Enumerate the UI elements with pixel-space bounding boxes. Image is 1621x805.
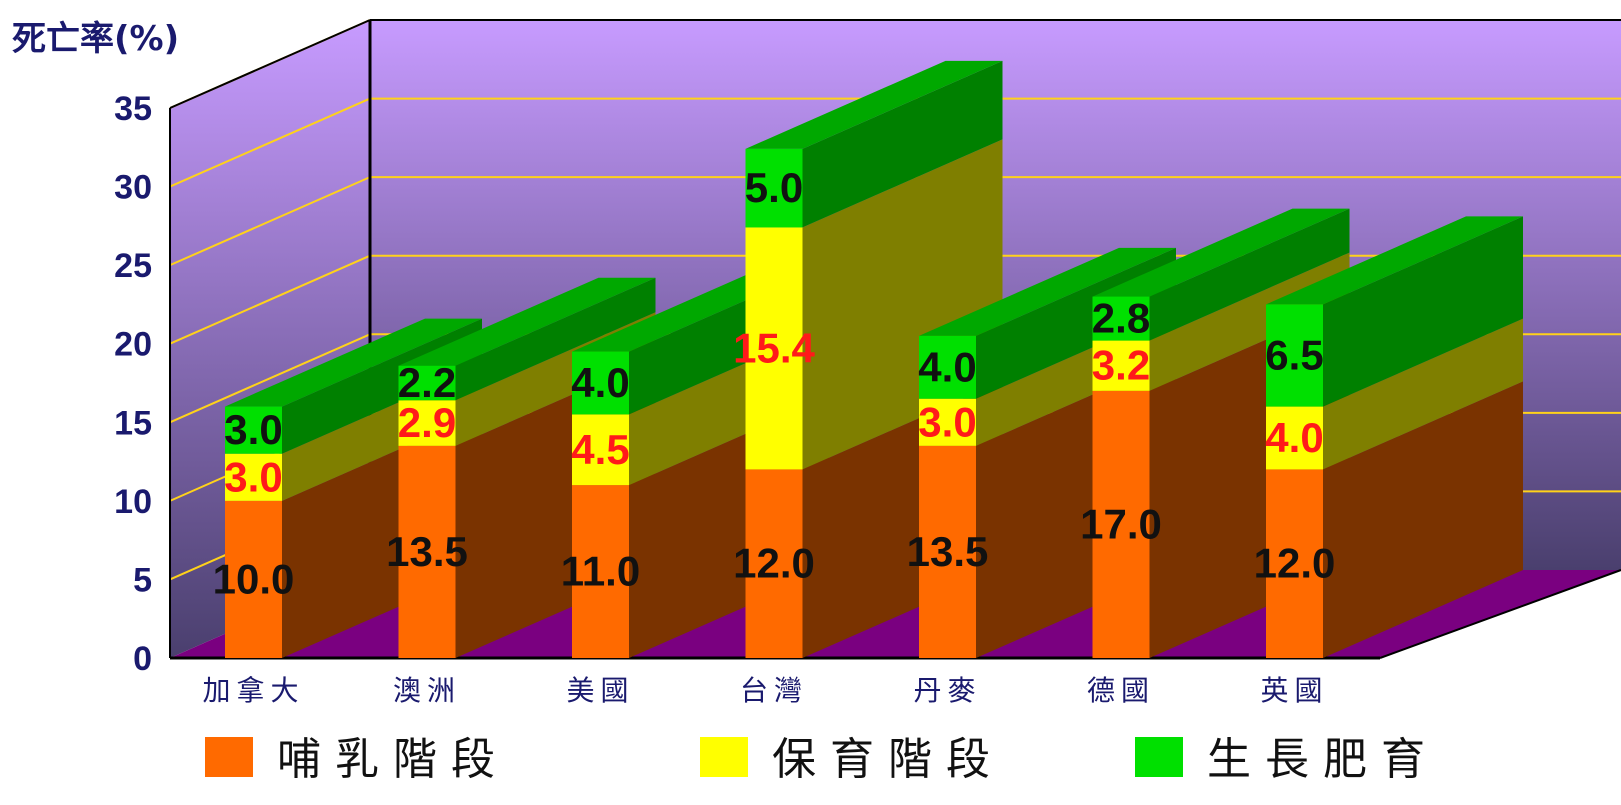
data-label: 4.5 [571,426,629,473]
data-label: 4.0 [918,343,976,390]
data-label: 13.5 [907,528,989,575]
bar-segment-0 [1092,390,1150,658]
bar-segment-0 [919,445,976,658]
data-label: 5.0 [745,164,803,211]
y-axis-title: 死亡率(%) [12,19,179,59]
y-tick-labels: 0 5 10 15 20 25 30 35 [114,90,152,678]
bar-segment-1 [745,227,803,470]
data-label: 4.0 [571,359,629,406]
bar-segment-1 [398,400,456,446]
legend-label: 哺乳階段 [277,734,509,785]
y-tick-label: 35 [114,90,152,128]
y-tick-label: 0 [133,640,152,678]
x-tick-label: 英國 [1260,674,1328,707]
bar-segment-0 [398,445,456,658]
data-label: 10.0 [213,555,295,602]
bar-segment-2 [745,148,803,228]
x-tick-labels: 加拿大 澳洲 美國 台灣 丹麥 德國 英國 [202,674,1328,707]
data-labels: 10.03.03.013.52.92.211.04.54.012.015.45.… [213,164,1336,602]
bar-top [919,247,1176,336]
y-tick-label: 30 [114,169,152,207]
data-label: 17.0 [1080,500,1162,547]
bar-segment-0 [1266,469,1323,658]
bar-side-0 [1323,381,1523,658]
side-gridline [169,254,371,345]
legend: 哺乳階段 保育階段 生長肥育 [205,734,1439,785]
legend-label: 生長肥育 [1207,734,1439,785]
side-gridline [169,97,371,188]
bar-side-2 [802,60,1003,228]
bar-top [1092,208,1350,297]
bar-side-2 [1149,208,1350,341]
x-tick-label: 台灣 [740,674,808,707]
data-label: 3.2 [1092,342,1150,389]
data-label: 6.5 [1265,332,1323,379]
bar-segment-1 [572,414,629,486]
x-tick-label: 德國 [1087,674,1155,707]
bar-segment-2 [572,351,629,415]
data-label: 11.0 [561,548,640,595]
data-label: 2.2 [398,359,456,406]
bar-side-2 [1323,216,1523,407]
legend-label: 保育階段 [772,734,1004,785]
side-gridline [169,333,371,424]
data-label: 4.0 [1265,414,1323,461]
bar-segment-1 [919,398,976,446]
y-tick-label: 15 [114,404,152,442]
bar-side-2 [455,277,656,401]
bar-segment-2 [225,406,282,454]
data-label: 3.0 [224,453,282,500]
legend-swatch [700,737,748,777]
side-wall-top-edge [169,19,371,109]
side-gridline [169,176,371,267]
bar-segment-0 [572,485,629,658]
x-tick-label: 加拿大 [202,674,304,707]
legend-item: 生長肥育 [1135,734,1439,785]
bar-segment-2 [1266,304,1323,407]
y-tick-label: 25 [114,247,152,285]
bar-top [1266,216,1523,305]
bar-segment-0 [225,500,282,658]
data-label: 3.0 [918,398,976,445]
bar-segment-0 [745,469,803,658]
bar-top [398,277,656,366]
floor-right-edge [1379,569,1621,659]
bar-segment-1 [225,453,282,501]
legend-item: 保育階段 [700,734,1004,785]
bar-segment-1 [1266,406,1323,470]
y-tick-label: 10 [114,483,152,521]
legend-swatch [1135,737,1183,777]
bar-segment-2 [919,335,976,399]
y-tick-label: 20 [114,326,152,364]
bar-segment-1 [1092,340,1150,391]
bar-segment-2 [1092,296,1150,341]
data-label: 12.0 [1254,540,1336,587]
legend-swatch [205,737,253,777]
legend-item: 哺乳階段 [205,734,509,785]
bar-segment-2 [398,365,456,401]
data-label: 12.0 [733,540,815,587]
data-label: 15.4 [733,324,815,371]
y-tick-label: 5 [133,561,152,599]
bar-side-1 [1149,252,1350,391]
bars [225,60,1523,658]
data-label: 13.5 [386,528,468,575]
data-label: 3.0 [224,406,282,453]
bar-top [225,318,482,407]
data-label: 2.9 [398,399,456,446]
bar-top [745,60,1003,149]
x-tick-label: 丹麥 [913,674,981,707]
x-tick-label: 美國 [566,674,634,707]
bar-side-1 [1323,318,1523,470]
x-tick-label: 澳洲 [393,674,461,707]
data-label: 2.8 [1092,295,1150,342]
